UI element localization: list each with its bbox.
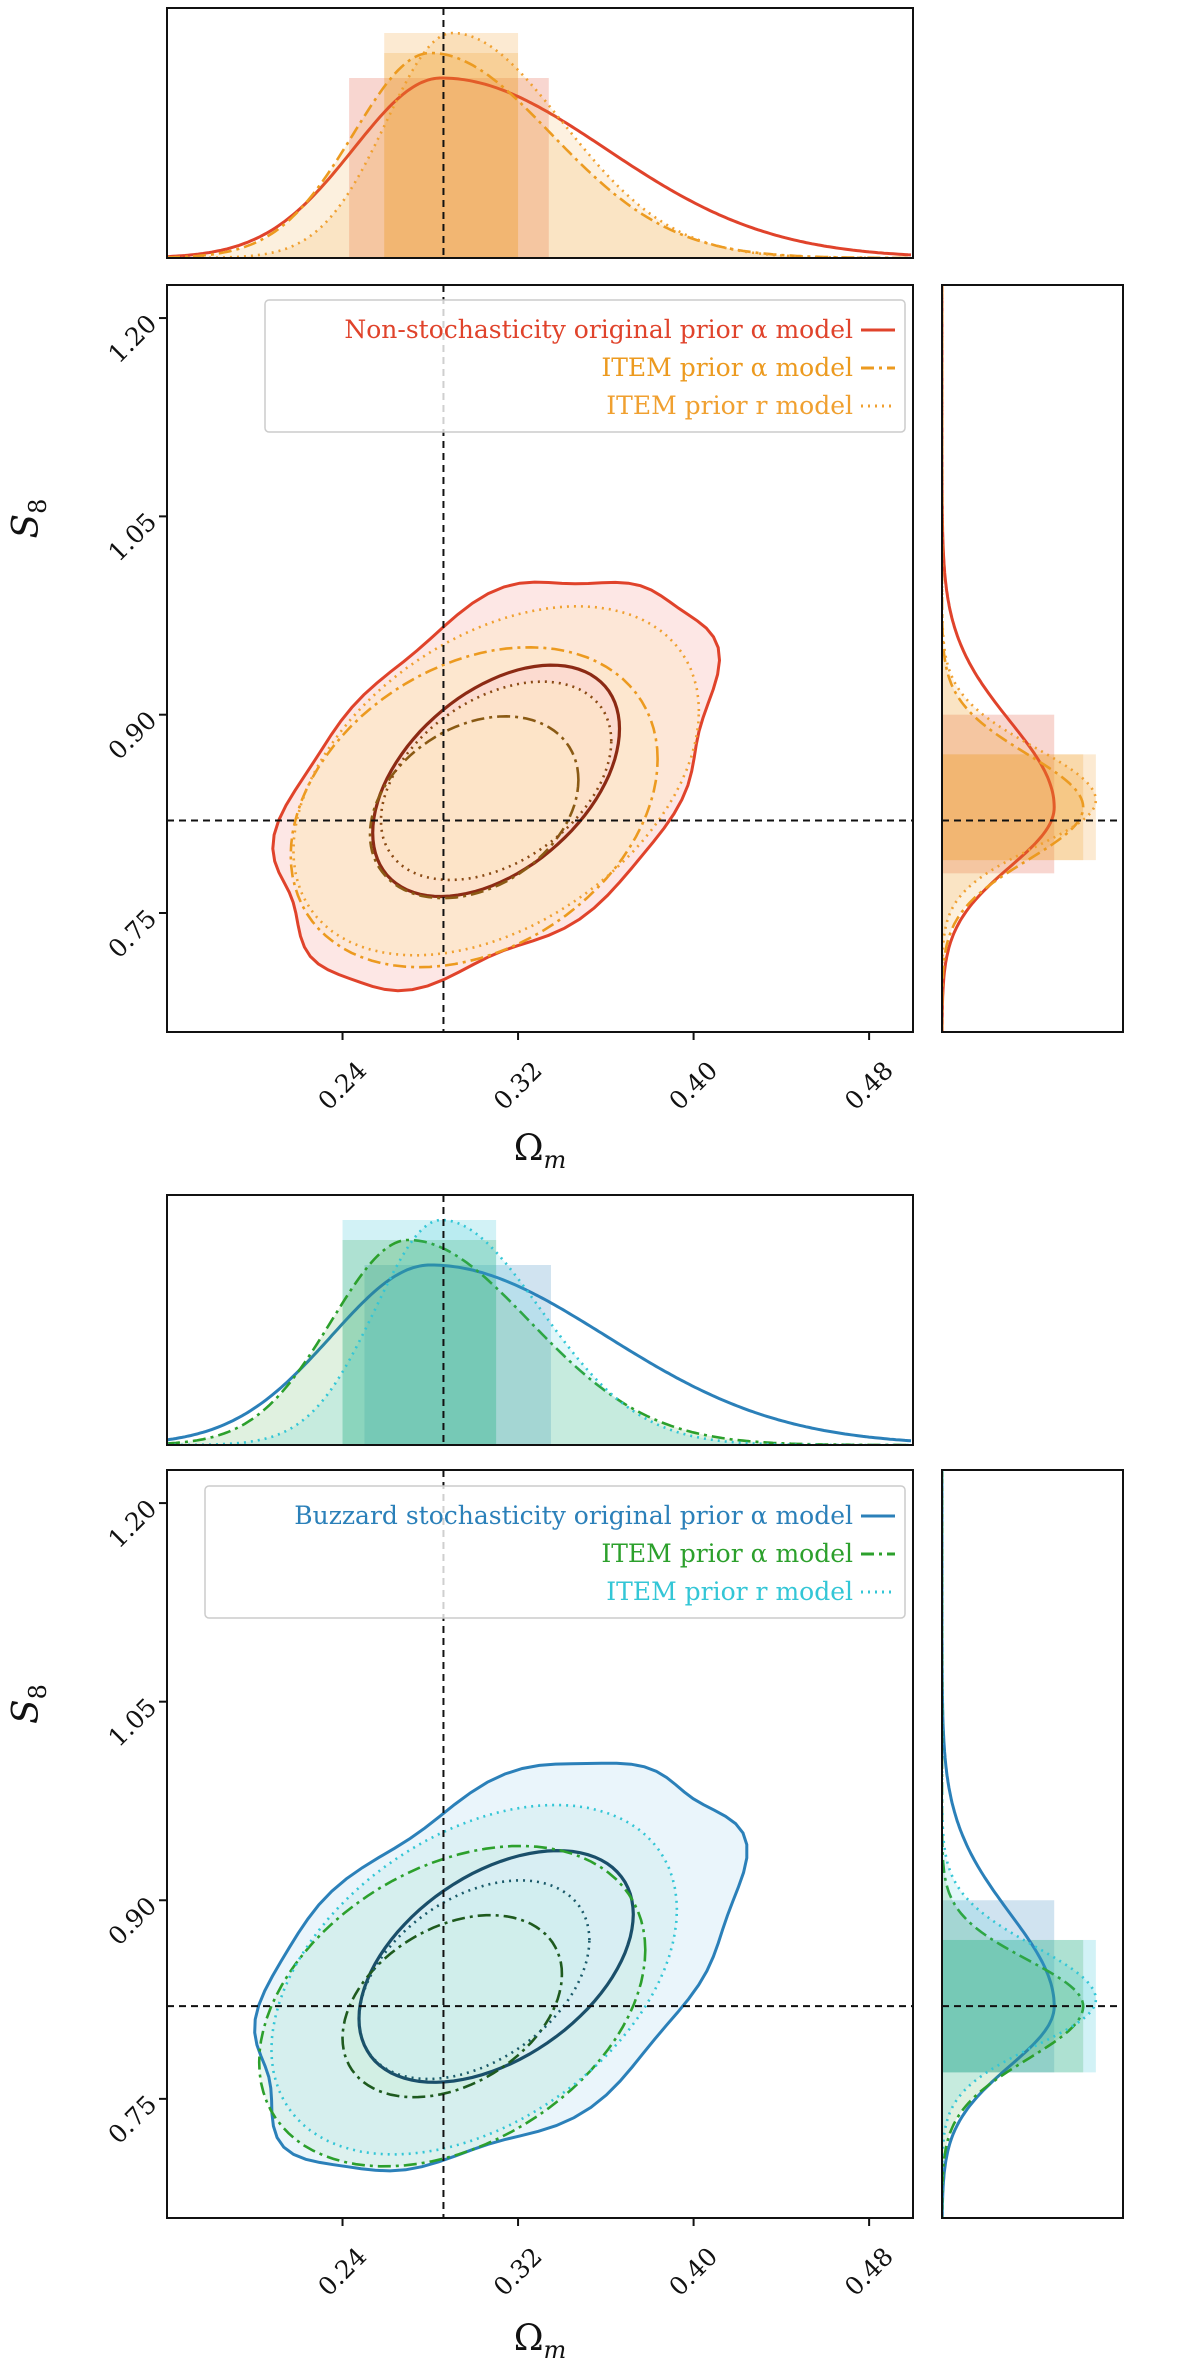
top-marginal-fill-series-2 <box>167 53 913 258</box>
x-tick-label: 0.24 <box>312 1056 372 1116</box>
x-tick-label: 0.32 <box>488 1056 548 1116</box>
contour-68-series-3 <box>379 680 613 882</box>
right-marginal-fill-series-3 <box>942 1470 1096 2218</box>
right-marginal-fill-series-2 <box>942 1470 1084 2218</box>
right-interval-band-series-3 <box>942 754 1096 861</box>
y-tick-label: 1.05 <box>102 507 162 567</box>
top-interval-band-series-1 <box>349 78 549 258</box>
main-axes-frame <box>166 1469 914 2219</box>
y-axis-title: S8 <box>6 499 52 539</box>
right-marginal-curve-series-3 <box>942 285 1098 1032</box>
top-marginal-curve-series-2 <box>167 1238 911 1445</box>
right-interval-band-series-2 <box>942 754 1084 861</box>
y-tick-label: 0.75 <box>102 904 162 964</box>
right-marginal-layer <box>942 1470 1098 2218</box>
contour-95-series-3 <box>270 1803 679 2156</box>
right-marginal-fill-series-2 <box>942 285 1084 1032</box>
contour-68-series-3 <box>357 1879 591 2081</box>
x-tick-label: 0.40 <box>663 2242 723 2302</box>
right-marginal-layer <box>942 285 1098 1032</box>
legend-box <box>264 299 906 433</box>
legend-label-series-3: ITEM prior r model <box>606 391 853 420</box>
top-marginal-curve-series-3 <box>167 1218 911 1445</box>
y-tick-label: 0.75 <box>102 2090 162 2150</box>
right-marginal-curve-series-2 <box>942 285 1085 1032</box>
right-marginal-curve-series-1 <box>942 285 1056 1032</box>
top-marginal-layer <box>167 1218 913 1445</box>
top-interval-band-series-3 <box>342 1220 497 1445</box>
y-tick-label: 0.90 <box>102 705 162 765</box>
panel-2: 0.24 0.32 0.40 0.48 0.75 0.90 1.05 1.20 Ωm S8 Buzz… <box>6 1194 1124 2364</box>
top-marginal-curve-series-2 <box>167 51 911 258</box>
x-axis-title: Ωm <box>514 2318 567 2364</box>
top-marginal-curve-series-1 <box>167 1263 912 1443</box>
y-tick-label: 1.20 <box>102 309 162 369</box>
legend-box <box>204 1485 906 1619</box>
right-marginal-fill-series-3 <box>942 285 1096 1032</box>
y-tick-label: 0.90 <box>102 1891 162 1951</box>
right-axes-frame <box>941 1469 1124 2219</box>
contour-68-series-1 <box>371 663 622 899</box>
contour-95-series-1 <box>271 580 722 993</box>
contour-95-series-1 <box>253 1761 749 2173</box>
main-axes-frame <box>166 284 914 1033</box>
top-interval-band-series-2 <box>342 1240 497 1445</box>
legend-label-series-3: ITEM prior r model <box>606 1577 853 1606</box>
legend-label-series-2: ITEM prior α model <box>601 353 853 382</box>
x-tick-label: 0.48 <box>839 1056 899 1116</box>
contour-68-series-2 <box>341 1913 564 2099</box>
contour-fill-68-series-3 <box>359 1880 590 2079</box>
top-marginal-curve-series-3 <box>167 31 911 258</box>
x-tick-label: 0.48 <box>839 2242 899 2302</box>
x-tick-label: 0.40 <box>663 1056 723 1116</box>
legend-label-series-1: Buzzard stochasticity original prior α m… <box>294 1501 853 1530</box>
top-interval-band-series-1 <box>364 1265 551 1445</box>
panel-1: 0.24 0.32 0.40 0.48 0.75 0.90 1.05 1.20 Ωm S8 Non-… <box>6 7 1124 1174</box>
x-tick-label: 0.24 <box>312 2242 372 2302</box>
top-marginal-layer <box>167 31 913 258</box>
top-interval-band-series-3 <box>384 33 519 258</box>
top-marginal-curve-series-1 <box>167 76 912 258</box>
right-axes-frame <box>941 284 1124 1033</box>
contour-95-series-2 <box>289 645 659 969</box>
y-tick-label: 1.05 <box>102 1692 162 1752</box>
legend-label-series-2: ITEM prior α model <box>601 1539 853 1568</box>
top-axes-frame <box>166 1194 914 1446</box>
top-marginal-fill-series-2 <box>167 1240 913 1445</box>
x-tick-label: 0.32 <box>488 2242 548 2302</box>
y-axis-title: S8 <box>6 1684 52 1724</box>
contour-95-series-2 <box>257 1844 647 2168</box>
top-marginal-fill-series-3 <box>167 33 913 258</box>
y-tick-label: 1.20 <box>102 1494 162 1554</box>
contour-layer <box>253 1761 749 2173</box>
top-marginal-fill-series-3 <box>167 1220 913 1445</box>
contour-layer <box>271 580 722 993</box>
legend-label-series-1: Non-stochasticity original prior α model <box>344 315 853 344</box>
contour-95-series-3 <box>292 604 701 957</box>
contour-68-series-2 <box>368 714 580 900</box>
x-axis-title: Ωm <box>514 1128 567 1174</box>
top-axes-frame <box>166 7 914 259</box>
